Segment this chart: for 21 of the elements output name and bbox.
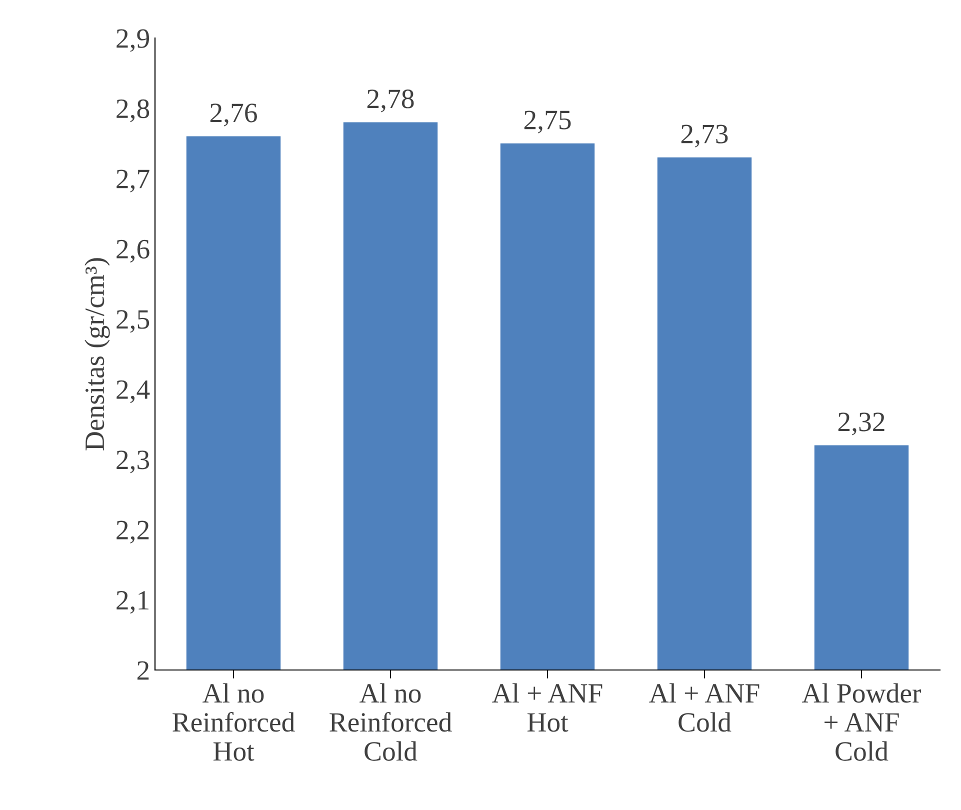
y-tick-label: 2,9	[116, 29, 149, 52]
data-label: 2,76	[210, 104, 257, 126]
x-tick-label: Al no Reinforced Hot	[172, 683, 295, 761]
y-tick-label: 2,4	[116, 380, 150, 404]
y-tick-label: 2,1	[116, 591, 148, 614]
y-tick-label: 2,6	[116, 240, 150, 263]
y-tick-label: 2,3	[116, 450, 150, 474]
data-label: 2,78	[367, 90, 414, 112]
x-tick-label: Al + ANF Hot	[492, 683, 602, 732]
data-label: 2,75	[524, 110, 571, 134]
y-tick-label: 2,2	[116, 520, 149, 544]
x-tick-label: Al + ANF Cold	[649, 683, 760, 732]
y-axis-title: Densitas (gr/cm³)	[84, 258, 110, 450]
y-tick-label: 2,8	[116, 99, 150, 122]
x-tick-label: Al no Reinforced Cold	[330, 683, 452, 761]
data-label: 2,73	[681, 124, 728, 148]
y-tick-label: 2	[137, 661, 149, 680]
x-tick-label: Al Powder + ANF Cold	[802, 683, 922, 761]
y-tick-label: 2,5	[116, 310, 150, 333]
data-label: 2,32	[838, 412, 884, 436]
y-tick-label: 2,7	[116, 170, 150, 192]
